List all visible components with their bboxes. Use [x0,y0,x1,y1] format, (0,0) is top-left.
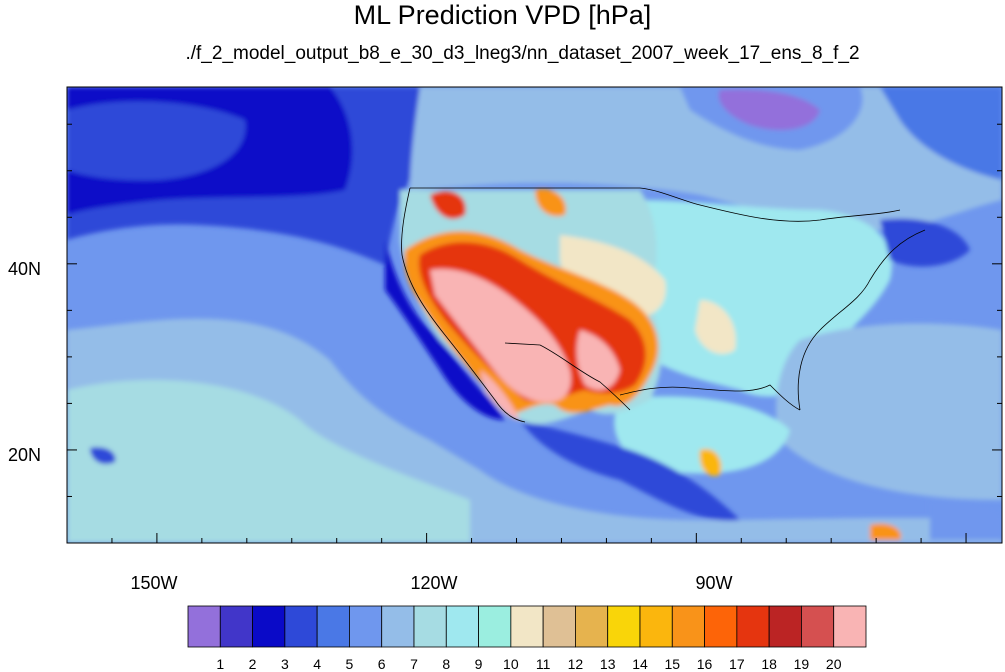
colorbar-label: 2 [248,656,257,672]
colorbar-label: 12 [567,656,584,672]
new-england-blue [880,218,970,267]
lon-label-150w: 150W [130,573,178,593]
border-mexico-us [504,342,631,411]
colorbar-label: 11 [535,656,551,672]
colorbar-swatch [284,605,318,648]
lon-label-120w: 120W [410,573,458,593]
hawaii-patch [90,447,116,465]
axis-ticks [67,123,1002,543]
colorbar-label: 3 [280,656,289,672]
colorbar-label: 14 [632,656,648,672]
baja-pink [480,370,520,420]
lon-label-90w: 90W [695,573,733,593]
colorbar-swatch [510,605,544,648]
map-title: ML Prediction VPD [hPa] [353,0,652,30]
colorbar-label: 1 [216,656,225,672]
colorbar-label: 4 [313,656,322,672]
map-frame [66,86,1003,544]
colorbar-swatch [542,605,576,648]
wyoming-hot [535,189,566,217]
gulf-of-mexico [614,396,790,474]
pacific-light-band [67,380,470,543]
colorbar-label: 5 [345,656,354,672]
colorbar-swatch [801,605,835,648]
mississippi-tan [695,300,736,354]
lat-label-40n: 40N [8,259,42,279]
colorbar-swatch [833,605,867,648]
north-idaho-hot [430,191,466,219]
colorbar-swatch [768,605,802,648]
colorbar-swatch [349,605,383,648]
colorbar-label: 13 [599,656,616,672]
colorbar-label: 15 [664,656,681,672]
border-canada-us [410,187,901,222]
colorbar-swatch [187,605,221,648]
hudson-bay [718,89,820,130]
coastline-gulf [619,384,801,411]
colorbar-swatch [671,605,705,648]
alaska-gulf-patch [67,101,246,181]
colorbar-swatch [704,605,738,648]
canada-region [410,87,1002,230]
labrador-region [880,87,1002,180]
colorbar-swatch [219,605,253,648]
colorbar-label: 19 [793,656,810,672]
coastline-pacific [401,187,526,423]
caribbean-patch [870,523,901,540]
colorbar-label: 7 [410,656,418,672]
mexico-south [520,420,740,521]
colorbar-label: 10 [503,656,519,672]
southwest-pink [430,269,571,403]
colorbar-swatch [575,605,609,648]
atlantic-light [776,323,1002,500]
colorbar-label: 9 [474,656,483,672]
lat-label-20n: 20N [8,445,42,465]
colorbar-swatch [413,605,447,648]
colorbar-label: 6 [377,656,386,672]
colorbar-swatch [607,605,641,648]
colorbar-swatch [445,605,479,648]
colorbar-swatch [252,605,286,648]
colorbar-label: 17 [729,656,745,672]
colorbar-swatch [639,605,673,648]
map-subtitle: ./f_2_model_output_b8_e_30_d3_lneg3/nn_d… [185,43,860,64]
colorbar-label: 8 [442,656,451,672]
colorbar-label: 20 [825,656,842,672]
yucatan-hot [699,449,722,476]
colorbar-swatch [381,605,415,648]
coastline-atlantic [797,229,926,411]
colorbar-label: 16 [696,656,713,672]
colorbar-label: 18 [761,656,777,672]
colorbar-swatch [736,605,770,648]
tropical-atlantic-blue [930,498,1002,540]
colorbar-swatch [316,605,350,648]
colorbar-swatch [478,605,512,648]
